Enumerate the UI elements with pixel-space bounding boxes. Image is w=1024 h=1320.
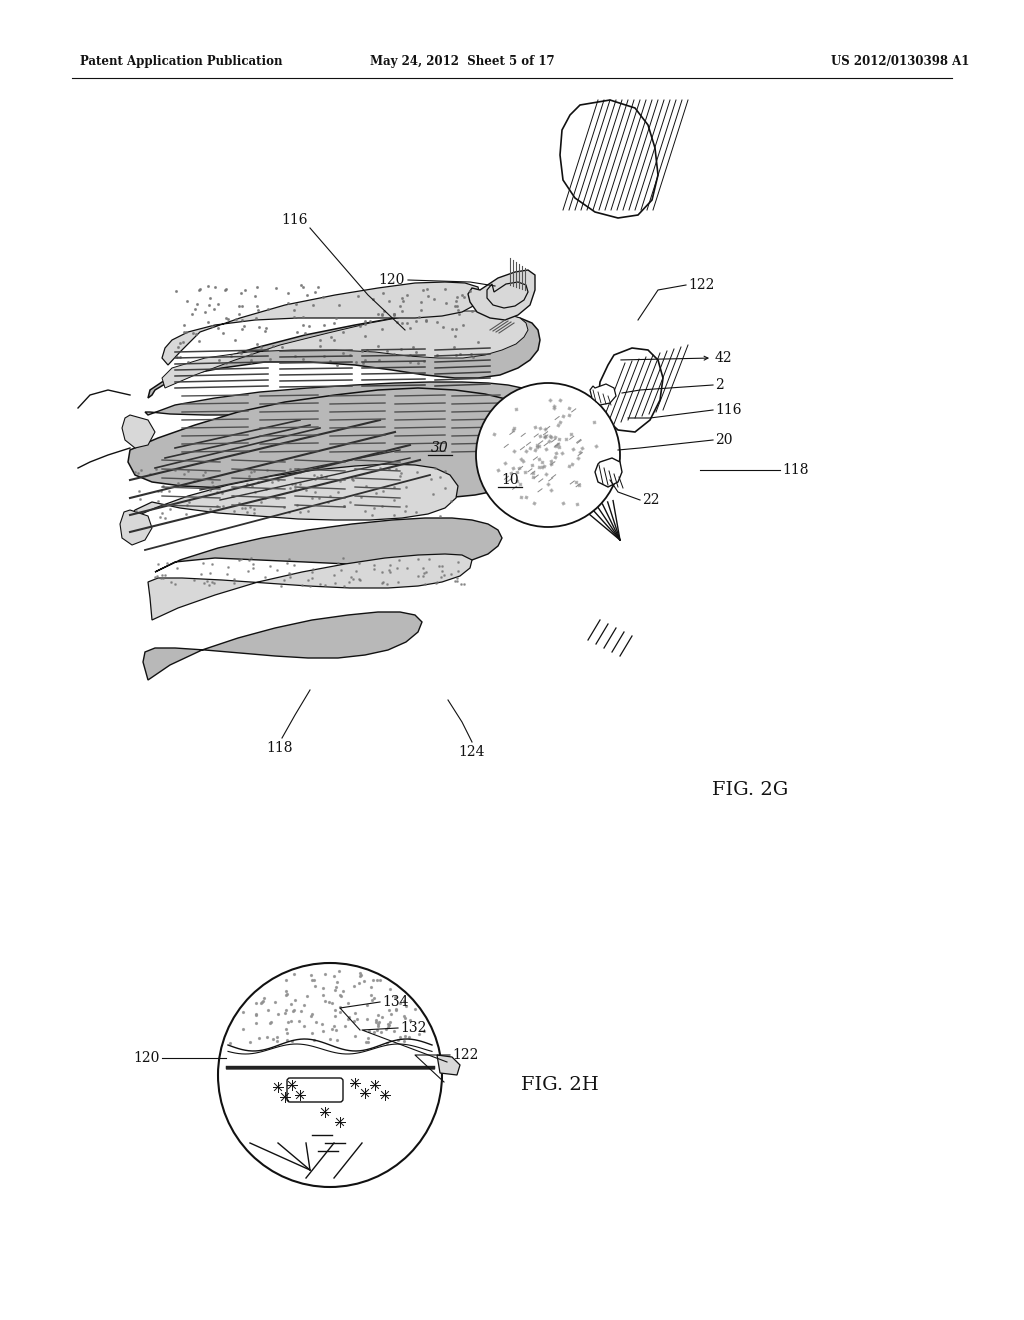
FancyBboxPatch shape — [287, 1078, 343, 1102]
Polygon shape — [162, 282, 480, 366]
Polygon shape — [145, 381, 532, 420]
Circle shape — [218, 964, 442, 1187]
Polygon shape — [468, 271, 535, 319]
Text: FIG. 2G: FIG. 2G — [712, 781, 788, 799]
Polygon shape — [595, 458, 622, 487]
Polygon shape — [590, 384, 616, 405]
Text: 124: 124 — [459, 744, 485, 759]
Text: 2: 2 — [715, 378, 724, 392]
Polygon shape — [162, 312, 528, 388]
Text: 20: 20 — [715, 433, 732, 447]
Text: 10: 10 — [501, 473, 519, 487]
Polygon shape — [128, 465, 458, 520]
Polygon shape — [143, 612, 422, 680]
Text: Patent Application Publication: Patent Application Publication — [80, 55, 283, 69]
Text: US 2012/0130398 A1: US 2012/0130398 A1 — [830, 55, 969, 69]
Text: 42: 42 — [715, 351, 732, 366]
Text: May 24, 2012  Sheet 5 of 17: May 24, 2012 Sheet 5 of 17 — [370, 55, 554, 69]
Text: 132: 132 — [400, 1020, 426, 1035]
Polygon shape — [598, 348, 663, 432]
Text: 134: 134 — [382, 995, 409, 1008]
Polygon shape — [122, 414, 155, 447]
Ellipse shape — [476, 383, 620, 527]
Polygon shape — [148, 313, 540, 399]
Text: 118: 118 — [782, 463, 809, 477]
Text: FIG. 2H: FIG. 2H — [521, 1076, 599, 1094]
Text: 116: 116 — [282, 213, 308, 227]
Polygon shape — [155, 517, 502, 572]
Text: 118: 118 — [266, 741, 293, 755]
Polygon shape — [148, 554, 472, 620]
Text: 122: 122 — [452, 1048, 478, 1063]
Polygon shape — [437, 1055, 460, 1074]
Text: 116: 116 — [715, 403, 741, 417]
Text: 120: 120 — [379, 273, 406, 286]
Polygon shape — [128, 388, 545, 498]
Text: 30: 30 — [431, 441, 449, 455]
Polygon shape — [120, 510, 152, 545]
Text: 120: 120 — [133, 1051, 160, 1065]
Polygon shape — [487, 282, 528, 308]
Text: 22: 22 — [642, 492, 659, 507]
Text: 122: 122 — [688, 279, 715, 292]
Polygon shape — [560, 100, 658, 218]
